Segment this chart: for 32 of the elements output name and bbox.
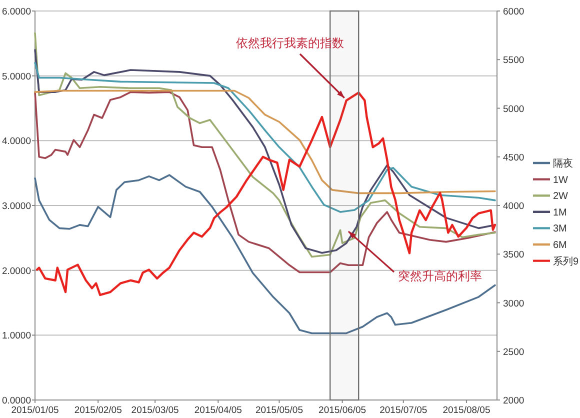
legend-label: 隔夜	[553, 158, 573, 170]
legend-label: 2W	[553, 191, 569, 202]
x-tick-label: 2015/03/05	[131, 405, 179, 416]
y-tick-label: 5.0000	[2, 71, 31, 82]
x-tick-label: 2015/01/05	[11, 405, 59, 416]
x-tick-label: 2015/08/05	[442, 405, 490, 416]
y2-tick-label: 5500	[503, 55, 524, 66]
y2-tick-label: 2500	[503, 346, 524, 358]
y2-tick-label: 4000	[503, 201, 524, 212]
y-tick-label: 0.0000	[2, 396, 31, 406]
legend-label: 1M	[553, 207, 567, 218]
y2-tick-label: 5000	[503, 104, 524, 115]
y-tick-label: 2.0000	[2, 266, 31, 277]
legend-label: 6M	[553, 240, 567, 251]
annotation: 突然升高的利率	[398, 269, 482, 283]
y-tick-label: 6.0000	[2, 6, 31, 18]
y2-tick-label: 3500	[503, 250, 524, 261]
y-tick-label: 3.0000	[2, 201, 31, 212]
x-tick-label: 2015/06/05	[318, 405, 366, 416]
y-tick-label: 4.0000	[2, 136, 31, 148]
y-tick-label: 1.0000	[2, 330, 31, 342]
y2-tick-label: 3000	[503, 298, 524, 310]
x-tick-label: 2015/07/05	[380, 405, 428, 416]
y2-tick-label: 6000	[503, 6, 524, 18]
y2-tick-label: 4500	[503, 152, 524, 164]
legend-label: 系列9	[553, 255, 579, 268]
legend-label: 3M	[553, 224, 567, 235]
x-tick-label: 2015/04/05	[194, 405, 242, 416]
x-tick-label: 2015/05/05	[255, 405, 304, 416]
legend-label: 1W	[553, 174, 569, 186]
x-tick-label: 2015/02/05	[74, 405, 122, 416]
y2-tick-label: 2000	[503, 396, 524, 406]
